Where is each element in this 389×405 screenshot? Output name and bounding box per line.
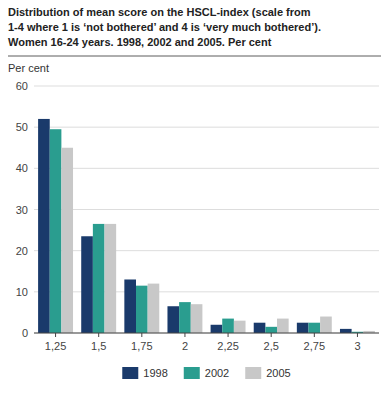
y-tick-label: 40 [16,162,28,174]
legend-swatch [184,367,200,379]
x-tick [357,333,358,337]
x-tick-label: 2 [182,340,188,352]
x-tick [55,333,56,337]
x-tick-label: 2,5 [264,340,279,352]
legend-item: 2005 [245,367,290,379]
title: Distribution of mean score on the HSCL-i… [8,6,321,48]
bar [50,129,62,333]
legend-label: 2005 [266,367,290,379]
bar [81,236,93,333]
x-tick [98,333,99,337]
legend-swatch [122,367,138,379]
bar [38,119,50,333]
bars [38,119,375,333]
title-line: Women 16-24 years. 1998, 2002 and 2005. … [8,36,272,48]
y-tick-label: 10 [16,286,28,298]
x-tick-label: 3 [354,340,360,352]
chart: Distribution of mean score on the HSCL-i… [0,0,389,405]
x-tick [314,333,315,337]
bar [179,302,191,333]
y-tick-label: 30 [16,204,28,216]
x-axis-line [34,333,379,334]
bar [93,224,105,333]
x-tick [184,333,185,337]
legend-item: 1998 [122,367,167,379]
bar [136,286,148,333]
bar [211,325,223,333]
x-tick-label: 2,25 [217,340,238,352]
bar [222,319,234,333]
y-label: Per cent [8,62,49,74]
x-tick-label: 1,75 [131,340,152,352]
title-rule [8,56,381,57]
bar [61,148,73,333]
title-line: Distribution of mean score on the HSCL-i… [8,6,311,18]
bar [265,327,277,333]
grid-line [34,209,379,210]
x-axis: 1,25 1,5 1,75 2 2,25 2,5 2,75 3 [34,333,379,352]
bar [320,317,332,333]
legend: 1998 2002 2005 [122,367,290,379]
bar [148,284,160,333]
bar [105,224,117,333]
grid-line [34,333,379,334]
bar [308,323,320,333]
bar [254,323,266,333]
x-tick-label: 1,5 [91,340,106,352]
bar [277,319,289,333]
bar [167,306,179,333]
y-tick-label: 60 [16,80,28,92]
x-tick [271,333,272,337]
title-line: 1-4 where 1 is ‘not bothered’ and 4 is ‘… [8,21,321,33]
grid-line [34,127,379,128]
y-tick-label: 20 [16,245,28,257]
legend-label: 1998 [143,367,167,379]
y-tick-label: 0 [22,327,28,339]
x-tick [228,333,229,337]
legend-item: 2002 [184,367,229,379]
y-axis: 0 10 20 30 40 50 60 [16,80,379,339]
bar [191,304,203,333]
grid-line [34,168,379,169]
x-tick [141,333,142,337]
bar [297,323,309,333]
grid-line [34,86,379,87]
bar [124,279,136,333]
bar [234,321,246,333]
legend-label: 2002 [205,367,229,379]
y-tick-label: 50 [16,121,28,133]
x-tick-label: 1,25 [45,340,66,352]
legend-swatch [245,367,261,379]
bar [340,329,352,333]
x-tick-label: 2,75 [304,340,325,352]
